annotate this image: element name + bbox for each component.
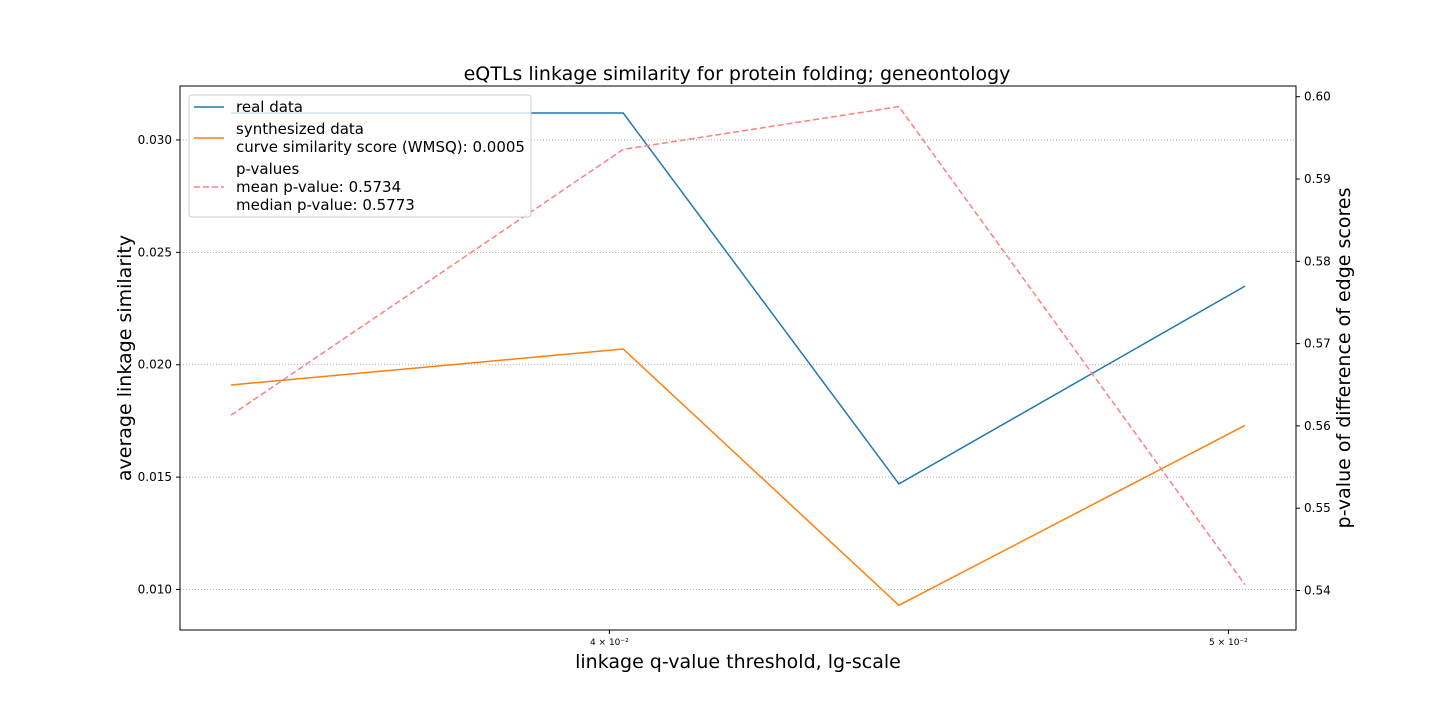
plot-area-frame bbox=[179, 85, 1297, 631]
x-axis-ticks: 4 × 10⁻² 5 × 10⁻² bbox=[590, 630, 1248, 648]
y2-tick-label: 0.54 bbox=[1304, 583, 1331, 597]
x-axis-label: linkage q-value threshold, lg-scale bbox=[575, 651, 901, 673]
y2-tick-label: 0.58 bbox=[1304, 254, 1331, 268]
y2-tick-label: 0.59 bbox=[1304, 172, 1331, 186]
y-tick-label: 0.030 bbox=[138, 133, 172, 147]
legend-label: p-values bbox=[236, 160, 300, 178]
legend-frame bbox=[188, 94, 532, 218]
y2-axis-label: p-value of difference of edge scores bbox=[1333, 188, 1355, 529]
x-tick-label: 4 × 10⁻² bbox=[590, 638, 629, 648]
x-tick-label: 5 × 10⁻² bbox=[1209, 638, 1248, 648]
y-axis-ticks: 0.010 0.015 0.020 0.025 0.030 bbox=[138, 133, 180, 597]
legend-label: curve similarity score (WMSQ): 0.0005 bbox=[236, 138, 525, 156]
y-tick-label: 0.025 bbox=[138, 245, 172, 259]
chart-title: eQTLs linkage similarity for protein fol… bbox=[464, 63, 1011, 85]
y-axis-label: average linkage similarity bbox=[114, 235, 136, 481]
y2-tick-label: 0.56 bbox=[1304, 419, 1331, 433]
y2-tick-label: 0.57 bbox=[1304, 337, 1331, 351]
y-tick-label: 0.015 bbox=[138, 470, 172, 484]
y2-axis-ticks: 0.54 0.55 0.56 0.57 0.58 0.59 0.60 bbox=[1296, 90, 1331, 597]
series-line-p-values bbox=[230, 105, 1246, 586]
y2-tick-label: 0.55 bbox=[1304, 501, 1331, 515]
y-tick-label: 0.020 bbox=[138, 358, 172, 372]
y2-tick-label: 0.60 bbox=[1304, 90, 1331, 104]
legend-label: synthesized data bbox=[236, 120, 364, 138]
legend-label: real data bbox=[236, 98, 303, 116]
y-tick-label: 0.010 bbox=[138, 583, 172, 597]
legend-label: mean p-value: 0.5734 bbox=[236, 178, 401, 196]
series-line-synthesized-data bbox=[230, 348, 1246, 607]
legend-label: median p-value: 0.5773 bbox=[236, 196, 415, 214]
